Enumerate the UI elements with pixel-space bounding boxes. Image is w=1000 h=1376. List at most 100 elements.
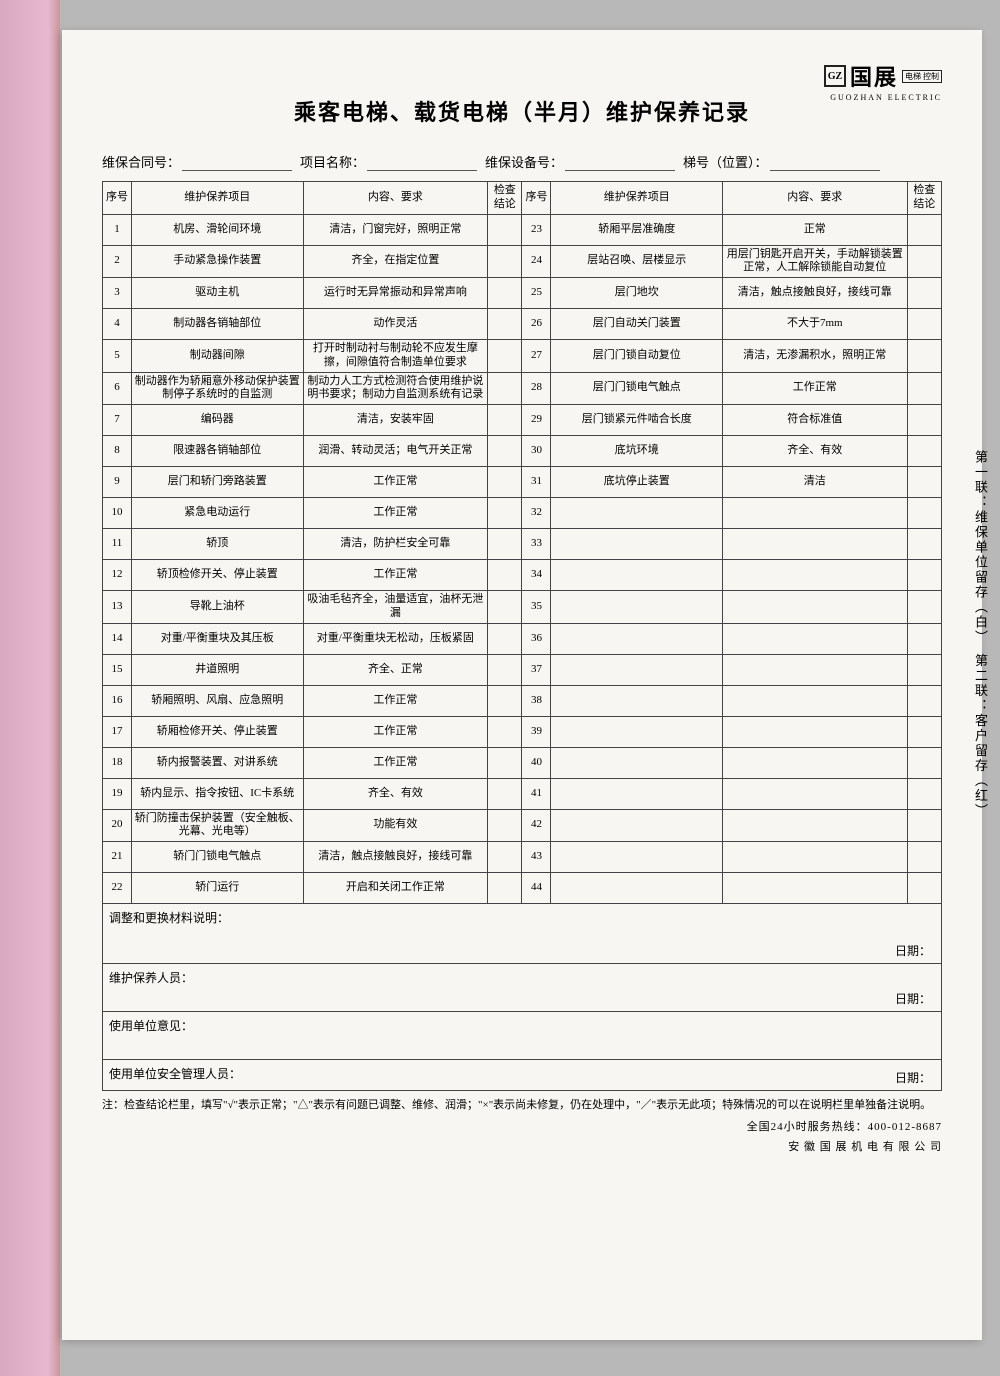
chk-cell[interactable] [488,498,522,529]
date-field-1: 日期： [895,942,931,959]
chk-cell[interactable] [488,778,522,809]
item-cell [551,809,722,842]
opinion-label: 使用单位意见： [109,1019,193,1033]
table-row: 5制动器间隙打开时制动衬与制动轮不应发生摩擦，间隙值符合制造单位要求27层门门锁… [103,340,942,373]
seq-cell: 27 [522,340,551,373]
col-chk: 检查结论 [488,182,522,215]
chk-cell[interactable] [488,529,522,560]
chk-cell[interactable] [488,747,522,778]
seq-cell: 5 [103,340,132,373]
chk-cell[interactable] [488,591,522,624]
req-cell: 清洁，触点接触良好，接线可靠 [722,278,907,309]
chk-cell[interactable] [488,340,522,373]
chk-cell[interactable] [488,214,522,245]
chk-cell[interactable] [488,654,522,685]
table-row: 22轿门运行开启和关闭工作正常44 [103,873,942,904]
chk-cell[interactable] [907,340,941,373]
seq-cell: 10 [103,498,132,529]
chk-cell[interactable] [907,529,941,560]
seq-cell: 37 [522,654,551,685]
chk-cell[interactable] [907,405,941,436]
chk-cell[interactable] [488,842,522,873]
item-cell: 限速器各销轴部位 [132,436,303,467]
seq-cell: 13 [103,591,132,624]
req-cell [722,654,907,685]
chk-cell[interactable] [907,685,941,716]
chk-cell[interactable] [907,467,941,498]
chk-cell[interactable] [488,309,522,340]
adjust-label: 调整和更换材料说明： [109,911,229,925]
device-blank[interactable] [565,155,675,171]
req-cell: 正常 [722,214,907,245]
chk-cell[interactable] [488,245,522,278]
hotline: 全国24小时服务热线：400-012-8687 [102,1118,942,1134]
chk-cell[interactable] [907,716,941,747]
req-cell: 工作正常 [303,498,488,529]
seq-cell: 16 [103,685,132,716]
chk-cell[interactable] [488,278,522,309]
contract-blank[interactable] [182,155,292,171]
chk-cell[interactable] [907,778,941,809]
chk-cell[interactable] [907,873,941,904]
project-blank[interactable] [367,155,477,171]
req-cell [722,623,907,654]
chk-cell[interactable] [488,873,522,904]
table-row: 4制动器各销轴部位动作灵活26层门自动关门装置不大于7mm [103,309,942,340]
req-cell [722,873,907,904]
chk-cell[interactable] [907,498,941,529]
chk-cell[interactable] [488,809,522,842]
chk-cell[interactable] [907,560,941,591]
chk-cell[interactable] [907,623,941,654]
chk-cell[interactable] [488,685,522,716]
chk-cell[interactable] [488,405,522,436]
chk-cell[interactable] [907,214,941,245]
seq-cell: 19 [103,778,132,809]
item-cell: 轿内报警装置、对讲系统 [132,747,303,778]
footnote: 注：检查结论栏里，填写"√"表示正常；"△"表示有问题已调整、维修、润滑；"×"… [102,1097,942,1114]
req-cell: 润滑、转动灵活；电气开关正常 [303,436,488,467]
chk-cell[interactable] [488,560,522,591]
manager-row: 使用单位安全管理人员： 日期： [103,1060,941,1090]
seq-cell: 35 [522,591,551,624]
seq-cell: 21 [103,842,132,873]
table-row: 16轿厢照明、风扇、应急照明工作正常38 [103,685,942,716]
table-row: 18轿内报警装置、对讲系统工作正常40 [103,747,942,778]
chk-cell[interactable] [907,654,941,685]
table-row: 13导靴上油杯吸油毛毡齐全，油量适宜，油杯无泄漏35 [103,591,942,624]
table-row: 21轿门门锁电气触点清洁，触点接触良好，接线可靠43 [103,842,942,873]
item-cell [551,529,722,560]
seq-cell: 26 [522,309,551,340]
manager-label: 使用单位安全管理人员： [109,1067,241,1081]
logo-text: 国展 [850,60,898,92]
chk-cell[interactable] [488,467,522,498]
item-cell: 机房、滑轮间环境 [132,214,303,245]
company: 安 徽 国 展 机 电 有 限 公 司 [102,1138,942,1154]
chk-cell[interactable] [907,591,941,624]
req-cell: 清洁，防护栏安全可靠 [303,529,488,560]
chk-cell[interactable] [907,809,941,842]
chk-cell[interactable] [907,372,941,405]
item-cell: 对重/平衡重块及其压板 [132,623,303,654]
item-cell: 轿厢检修开关、停止装置 [132,716,303,747]
chk-cell[interactable] [907,842,941,873]
table-row: 12轿顶检修开关、停止装置工作正常34 [103,560,942,591]
req-cell: 用层门钥匙开启开关，手动解锁装置正常，人工解除锁能自动复位 [722,245,907,278]
date-field-2: 日期： [895,990,931,1007]
req-cell [722,529,907,560]
chk-cell[interactable] [907,436,941,467]
col-req2: 内容、要求 [722,182,907,215]
chk-cell[interactable] [488,623,522,654]
chk-cell[interactable] [907,245,941,278]
seq-cell: 1 [103,214,132,245]
chk-cell[interactable] [488,372,522,405]
col-seq2: 序号 [522,182,551,215]
chk-cell[interactable] [488,436,522,467]
chk-cell[interactable] [907,278,941,309]
chk-cell[interactable] [907,747,941,778]
req-cell: 清洁 [722,467,907,498]
chk-cell[interactable] [488,716,522,747]
req-cell [722,747,907,778]
position-blank[interactable] [770,155,880,171]
chk-cell[interactable] [907,309,941,340]
item-cell: 层站召唤、层楼显示 [551,245,722,278]
